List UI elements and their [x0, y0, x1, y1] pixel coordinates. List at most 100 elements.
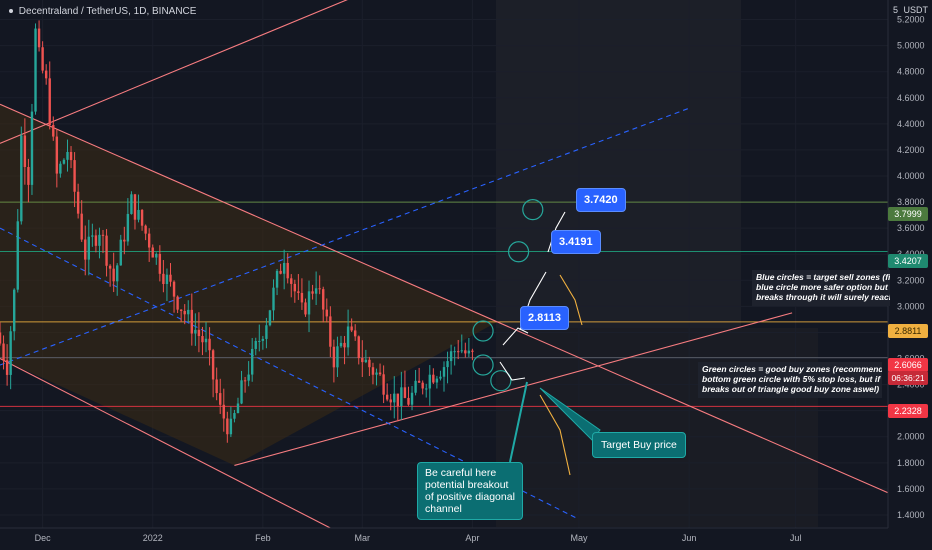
buy-zone-circle — [472, 354, 494, 376]
candle-body — [219, 393, 222, 405]
candle-body — [354, 330, 357, 337]
candle-body — [108, 265, 112, 269]
target-buy-callout[interactable]: Target Buy price — [592, 432, 686, 458]
grid — [0, 0, 888, 528]
price-label-last: 2.6066 — [888, 358, 928, 372]
time-tick-label: Jul — [790, 533, 802, 543]
candle-body — [268, 310, 272, 326]
target-label-2-8113[interactable]: 2.8113 — [520, 306, 570, 330]
price-tick-label: 4.0000 — [897, 171, 925, 181]
candle-body — [439, 376, 442, 379]
candle-body — [158, 253, 162, 274]
candle-body — [179, 309, 183, 311]
candle-body — [112, 268, 115, 282]
candle-body — [69, 151, 73, 161]
target-label-3-7420[interactable]: 3.7420 — [576, 188, 626, 212]
candle-body — [30, 111, 34, 185]
candle-body — [87, 236, 90, 260]
candle-body — [194, 329, 197, 334]
candle-body — [297, 291, 300, 293]
time-tick-label: Feb — [255, 533, 271, 543]
path-arrow-down-2 — [539, 394, 571, 476]
time-axis-background — [0, 528, 932, 550]
candle-body — [258, 340, 261, 342]
candle-body — [165, 274, 169, 285]
candle-body — [66, 151, 69, 160]
candle-body — [204, 338, 208, 343]
trendline-ascending-support — [234, 312, 793, 466]
candle-body — [80, 213, 83, 240]
buy-zone-circle — [490, 370, 512, 392]
projection-zone — [496, 0, 741, 328]
candle-body — [236, 403, 240, 414]
axis-currency-label: USDT — [903, 5, 929, 15]
candle-body — [190, 309, 194, 334]
candle-body — [62, 159, 66, 164]
candle-body — [471, 350, 474, 352]
candle-body — [73, 160, 76, 192]
trendline-upper-channel — [0, 0, 348, 144]
candle-body — [375, 372, 378, 375]
candle-body — [322, 289, 325, 310]
candle-body — [261, 338, 265, 341]
candle-body — [449, 351, 453, 362]
candle-body — [126, 213, 130, 242]
candle-body — [211, 350, 215, 380]
candle-body — [20, 135, 23, 222]
candle-body — [208, 338, 211, 351]
candle-body — [425, 388, 428, 390]
candle-body — [325, 309, 328, 317]
candle-body — [293, 283, 297, 292]
candle-body — [176, 296, 179, 310]
candle-body — [314, 288, 318, 294]
symbol-title[interactable]: Decentraland / TetherUS, 1D, BINANCE — [6, 6, 196, 17]
candle-body — [233, 413, 236, 419]
candle-body — [94, 235, 98, 246]
candle-body — [34, 28, 37, 112]
candle-body — [37, 28, 41, 48]
axis-currency: 5 USDT — [893, 5, 928, 15]
candle-body — [91, 235, 94, 237]
candle-body — [275, 270, 279, 288]
price-label-3-7999: 3.7999 — [888, 207, 928, 221]
candle-body — [410, 392, 414, 405]
price-tick-label: 3.2000 — [897, 275, 925, 285]
candle-body — [41, 47, 44, 71]
candle-body — [197, 329, 201, 337]
price-tick-label: 3.6000 — [897, 223, 925, 233]
path-arrow-buy — [499, 361, 526, 381]
horizontal-levels — [0, 201, 888, 407]
candle-body — [137, 209, 140, 220]
candle-body — [201, 336, 204, 343]
candle-body — [5, 360, 9, 375]
candle-body — [453, 351, 456, 353]
candle-body — [311, 291, 314, 294]
axis-top-tick: 5 — [893, 5, 899, 15]
candle-body — [371, 367, 375, 375]
symbol-label: Decentraland / TetherUS, 1D, BINANCE — [18, 6, 197, 17]
candle-body — [300, 292, 304, 303]
candle-body — [407, 397, 410, 405]
target-label-3-4191[interactable]: 3.4191 — [551, 230, 601, 254]
candle-body — [48, 78, 51, 126]
trendline-mid-channel — [0, 107, 690, 366]
status-dot-icon — [9, 9, 13, 14]
candle-body — [240, 380, 243, 404]
candle-body — [385, 394, 389, 400]
time-axis-ticks[interactable]: Dec 2022 Feb Mar Apr May Jun Jul — [35, 533, 802, 543]
sell-zone-circle — [507, 241, 530, 263]
candle-body — [457, 351, 460, 353]
price-tick-label: 4.2000 — [897, 145, 925, 155]
trendline-lower-channel — [0, 358, 331, 529]
breakout-warning-callout[interactable]: Be careful here potential breakout of po… — [417, 462, 523, 520]
candle-body — [346, 326, 350, 348]
candle-body — [105, 235, 108, 266]
candle-body — [364, 359, 368, 363]
candle-body — [290, 278, 293, 284]
candle-body — [140, 209, 144, 226]
trendline-descending-resistance — [0, 103, 889, 494]
candle-body — [343, 342, 346, 348]
candle-body — [27, 167, 30, 185]
candle-body — [286, 262, 289, 279]
candle-body — [400, 387, 403, 407]
